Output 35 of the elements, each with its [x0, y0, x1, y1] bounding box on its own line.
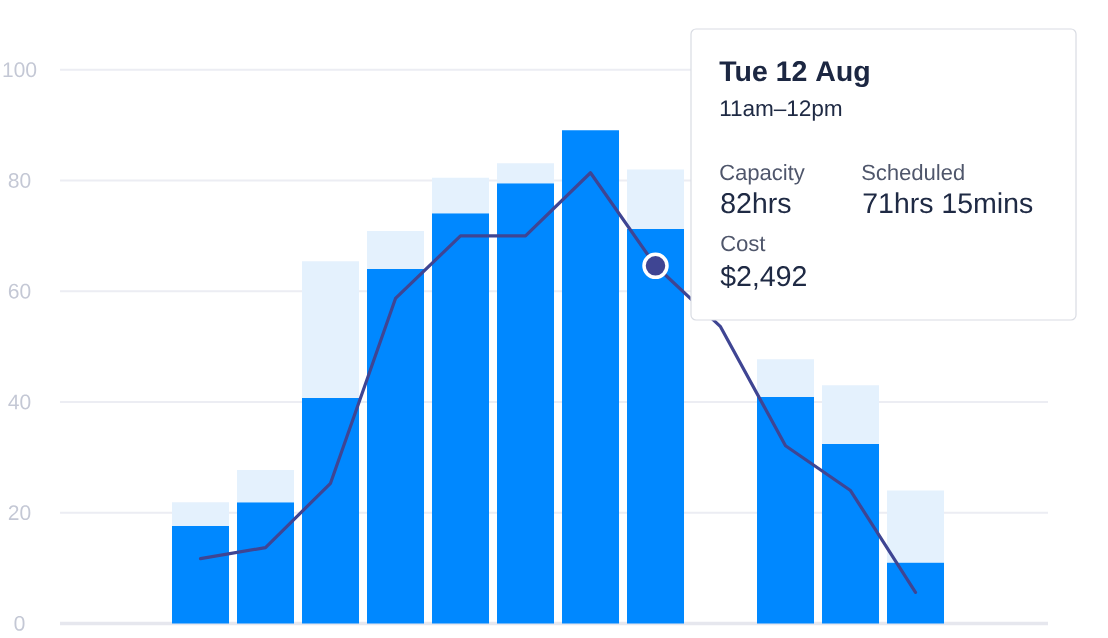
- bar: [367, 230, 425, 270]
- bar: [757, 396, 815, 624]
- annotation: 82hrs: [721, 192, 791, 214]
- bar: [627, 169, 685, 229]
- bar: [822, 444, 880, 624]
- bar: [497, 163, 555, 184]
- bar: [562, 130, 620, 624]
- annotation: Cost: [721, 235, 766, 252]
- annotation: Scheduled: [862, 164, 964, 181]
- bar: [497, 183, 555, 624]
- bar: [627, 228, 685, 624]
- annotation: $2,492: [720, 264, 806, 290]
- bar: [302, 261, 360, 399]
- bar: [172, 525, 230, 624]
- y-tick-label: 40: [8, 394, 31, 410]
- y-tick-label: 0: [14, 615, 25, 631]
- annotation: Capacity: [720, 164, 805, 185]
- bar: [172, 502, 230, 526]
- bar: [432, 213, 490, 624]
- annotation: 71hrs 15mins: [863, 192, 1033, 214]
- y-tick-label: 80: [8, 173, 31, 188]
- annotation: 11am–12pm: [720, 100, 842, 121]
- annotation: Tue 12 Aug: [719, 61, 869, 88]
- bar: [887, 562, 945, 624]
- bar: [237, 502, 295, 624]
- bar: [302, 398, 360, 624]
- bar: [822, 385, 880, 445]
- y-tick-label: 60: [8, 283, 31, 299]
- bar: [757, 359, 815, 397]
- bar: [432, 177, 490, 214]
- bar: [237, 470, 295, 503]
- y-tick-label: 20: [8, 505, 31, 521]
- y-tick-label: 100: [3, 62, 37, 78]
- bar: [887, 490, 945, 563]
- bar: [367, 269, 425, 624]
